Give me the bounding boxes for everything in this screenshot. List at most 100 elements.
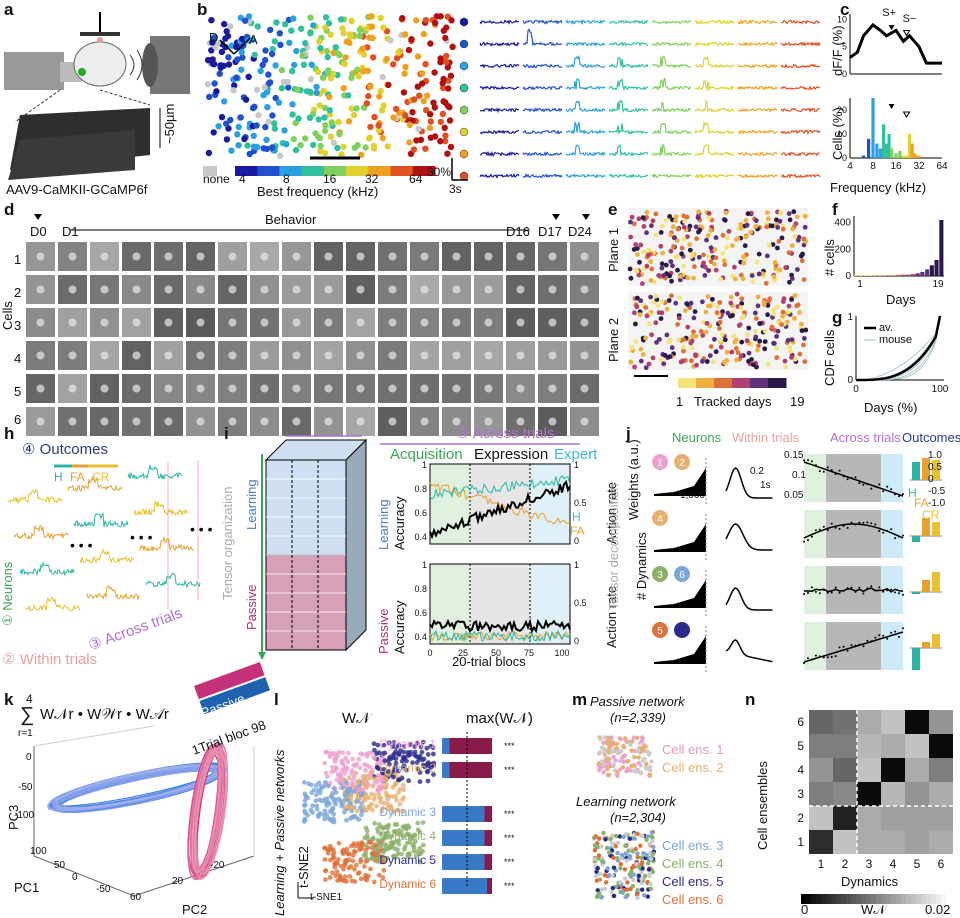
tracked-cell — [772, 341, 777, 346]
tracked-cell — [705, 294, 711, 299]
tsne-dot — [324, 796, 330, 801]
cbar-tick-32: 32 — [365, 172, 379, 186]
tsne-dot — [375, 742, 381, 748]
neuron-dot — [444, 150, 451, 157]
passive-net-dot — [601, 740, 606, 746]
tracked-cell — [724, 349, 730, 355]
pc1-tick-0: 100 — [30, 846, 47, 857]
tsne-dot — [362, 864, 367, 869]
tracked-cell — [753, 218, 759, 224]
cell-soma — [100, 318, 109, 327]
tsne-dot — [331, 856, 336, 861]
neuron-dot — [215, 123, 222, 130]
cell-soma — [452, 252, 461, 261]
learning-net-dot — [599, 844, 604, 849]
cell-soma — [452, 384, 461, 393]
cell-soma — [164, 351, 173, 360]
tsne-dot — [335, 857, 341, 862]
g-xlabel: Days (%) — [864, 400, 918, 415]
days-bar — [863, 275, 868, 276]
across-dot — [894, 537, 897, 540]
neuron-dot — [427, 118, 434, 125]
cell-soma — [452, 318, 461, 327]
tracked-cell — [696, 209, 701, 215]
learning-net-dot — [624, 858, 629, 863]
tsne-dot — [374, 803, 379, 809]
learning-net-dot — [610, 873, 615, 878]
learning-accuracy-title: Learning — [376, 499, 391, 550]
panel-label-k: k — [4, 690, 14, 709]
trace-line — [694, 18, 735, 25]
neuron-dot — [375, 127, 383, 134]
neuron-dot — [254, 23, 261, 30]
tsne-dot — [392, 846, 398, 851]
tracked-cell — [760, 271, 765, 277]
neuron-dot — [218, 113, 226, 121]
cell-soma — [36, 384, 45, 393]
tsne-dot — [352, 774, 357, 779]
neuron-dot — [231, 82, 238, 89]
dynamic-badge — [674, 622, 690, 638]
g-ytick: 1 — [847, 312, 853, 323]
learning-net-dot — [622, 867, 628, 872]
tsne-dot — [370, 807, 375, 813]
trace-line — [565, 120, 606, 136]
tuning-curve-line — [849, 22, 942, 65]
tsne-dot — [358, 751, 364, 757]
neuron-dot — [278, 85, 285, 92]
tracked-cell — [801, 342, 806, 348]
heatmap-cell — [905, 710, 929, 734]
n-cbar-min: 0 — [801, 902, 809, 917]
tsne-dot — [352, 813, 357, 819]
neuron-dot — [442, 34, 449, 42]
days-bar — [925, 269, 930, 276]
cbar-none-swatch — [203, 166, 217, 176]
heatmap-cell — [929, 806, 953, 830]
tracked-cell — [725, 235, 730, 241]
learning-net-dot — [627, 836, 632, 841]
outcome-bar — [912, 648, 920, 670]
passive-net-dot — [622, 753, 627, 758]
cell-soma — [420, 417, 429, 426]
bf-bar — [910, 143, 914, 158]
tracked-cell — [648, 259, 654, 264]
g-ylabel: CDF cells — [822, 329, 837, 386]
e-cbar-max: 19 — [790, 394, 805, 409]
heatmap-cell — [881, 758, 905, 782]
c-xtick: 16 — [890, 161, 902, 172]
across-dot — [807, 539, 809, 542]
dynamic-badge — [652, 510, 668, 526]
cell-soma — [516, 285, 525, 294]
learning-net-dot — [613, 844, 618, 849]
across-dot — [854, 476, 857, 479]
pc1-tick-1: 50 — [54, 860, 66, 871]
learning-net-dot — [639, 860, 645, 865]
across-dot — [807, 657, 809, 660]
neuron-dot — [263, 136, 270, 143]
acquisition-bg — [430, 564, 470, 644]
tracked-cell — [799, 258, 805, 264]
tsne-dot — [385, 769, 391, 774]
heatmap-cell — [881, 734, 905, 758]
tracked-cell — [668, 232, 674, 238]
trace-line — [608, 143, 649, 157]
s-minus-label: S− — [903, 13, 917, 25]
neuron-dot — [208, 17, 215, 24]
neuron-dot — [281, 127, 288, 134]
tracked-cell — [659, 265, 665, 271]
tracked-cell — [761, 302, 767, 308]
tsne-dot — [356, 870, 362, 876]
ellipsis-dots: • • • — [70, 537, 93, 553]
tracked-cell — [629, 345, 635, 350]
tracked-cell — [771, 307, 776, 313]
passive-net-dot — [614, 741, 620, 746]
trace-line — [480, 63, 520, 69]
neuron-dot — [367, 123, 374, 131]
trace-line — [651, 77, 692, 91]
tsne-dot — [371, 741, 377, 747]
tracked-cell — [673, 218, 678, 223]
trace-line — [694, 80, 735, 92]
tsne-dot — [350, 858, 356, 864]
within-trial-curve — [725, 639, 773, 663]
neuron-dot — [213, 88, 220, 95]
